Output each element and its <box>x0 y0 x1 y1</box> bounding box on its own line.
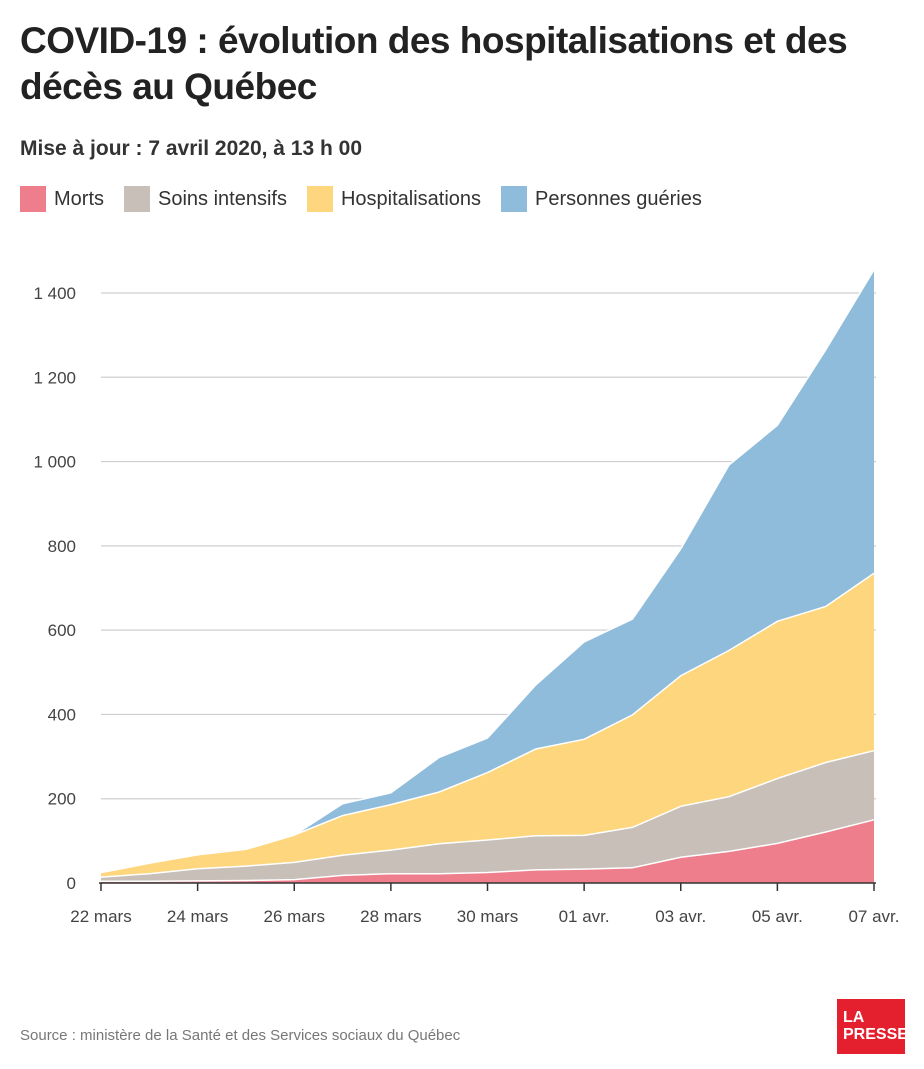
legend-item-personnes-gueries: Personnes guéries <box>501 186 702 212</box>
y-tick-label: 1 400 <box>33 284 76 303</box>
legend-label-hospitalisations: Hospitalisations <box>340 187 482 210</box>
x-tick-label: 01 avr. <box>559 907 610 926</box>
legend-label-personnes-gueries: Personnes guéries <box>535 187 702 210</box>
series-line-personnes-gueries <box>100 269 875 874</box>
legend-label-soins-intensifs: Soins intensifs <box>158 187 287 210</box>
x-tick-label: 30 mars <box>457 907 518 926</box>
legend-item-soins-intensifs: Soins intensifs <box>124 186 287 212</box>
series-line-morts <box>101 819 875 883</box>
legend-item-morts: Morts <box>20 186 104 212</box>
source-note: Source : ministère de la Santé et des Se… <box>20 1027 461 1044</box>
legend-swatch-personnes-gueries <box>501 186 528 212</box>
legend-swatch-morts <box>20 186 46 212</box>
area-morts <box>101 819 874 883</box>
y-tick-label: 0 <box>67 874 76 893</box>
logo-line-2: PRESSE <box>843 1026 908 1043</box>
y-tick-label: 600 <box>48 621 76 640</box>
legend-swatch-hospitalisations <box>306 186 333 212</box>
y-tick-label: 400 <box>48 705 76 724</box>
x-tick-label: 24 mars <box>167 907 228 926</box>
x-tick-label: 28 mars <box>360 907 421 926</box>
x-tick-label: 22 mars <box>70 907 131 926</box>
x-tick-label: 26 mars <box>264 907 325 926</box>
chart-title: COVID-19 : évolution des hospitalisation… <box>20 20 848 107</box>
y-tick-label: 200 <box>48 790 76 809</box>
legend-swatch-soins-intensifs <box>124 186 150 212</box>
x-tick-label: 03 avr. <box>655 907 706 926</box>
x-tick-label: 07 avr. <box>848 907 899 926</box>
area-personnes-gueries <box>101 269 874 873</box>
la-presse-logo: LA PRESSE <box>837 999 908 1054</box>
y-tick-label: 1 200 <box>33 368 76 387</box>
legend-item-hospitalisations: Hospitalisations <box>306 186 482 212</box>
legend-label-morts: Morts <box>54 187 104 210</box>
y-tick-label: 800 <box>48 537 76 556</box>
x-tick-label: 05 avr. <box>752 907 803 926</box>
legend: Morts Soins intensifs Hospitalisations P… <box>20 186 722 212</box>
chart-subtitle: Mise à jour : 7 avril 2020, à 13 h 00 <box>20 137 363 160</box>
series-line-soins-intensifs <box>100 749 875 878</box>
area-hospitalisations <box>101 573 874 878</box>
stacked-area-chart: 0 200 400 600 800 1 000 1 200 1 400 22 mars 24 ma… <box>33 269 900 926</box>
y-tick-label: 1 000 <box>33 453 76 472</box>
area-soins-intensifs <box>101 750 874 882</box>
logo-line-1: LA <box>843 1009 865 1026</box>
